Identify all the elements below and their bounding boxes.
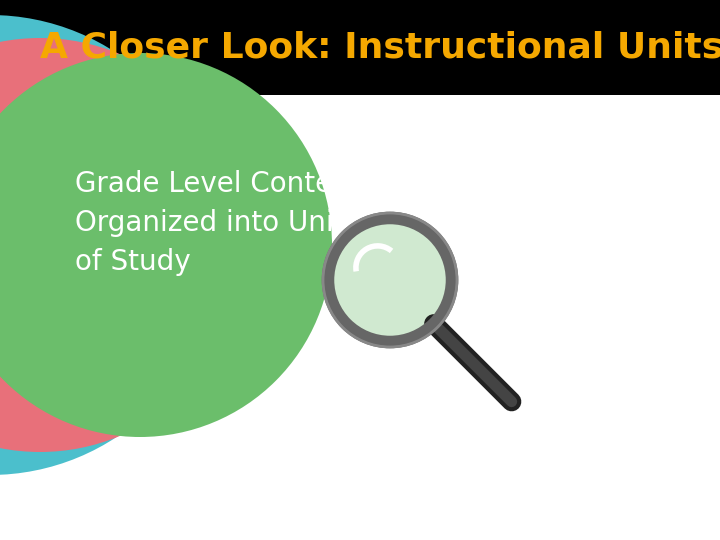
Text: Grade Level Content
Organized into Units
of Study: Grade Level Content Organized into Units…	[75, 170, 361, 276]
Circle shape	[0, 53, 332, 437]
Bar	[0, 94, 720, 540]
Circle shape	[0, 15, 220, 475]
Circle shape	[0, 38, 247, 452]
Circle shape	[328, 218, 452, 342]
Text: A Closer Look: Instructional Units: A Closer Look: Instructional Units	[40, 30, 720, 64]
Bar	[0, 0, 720, 94]
